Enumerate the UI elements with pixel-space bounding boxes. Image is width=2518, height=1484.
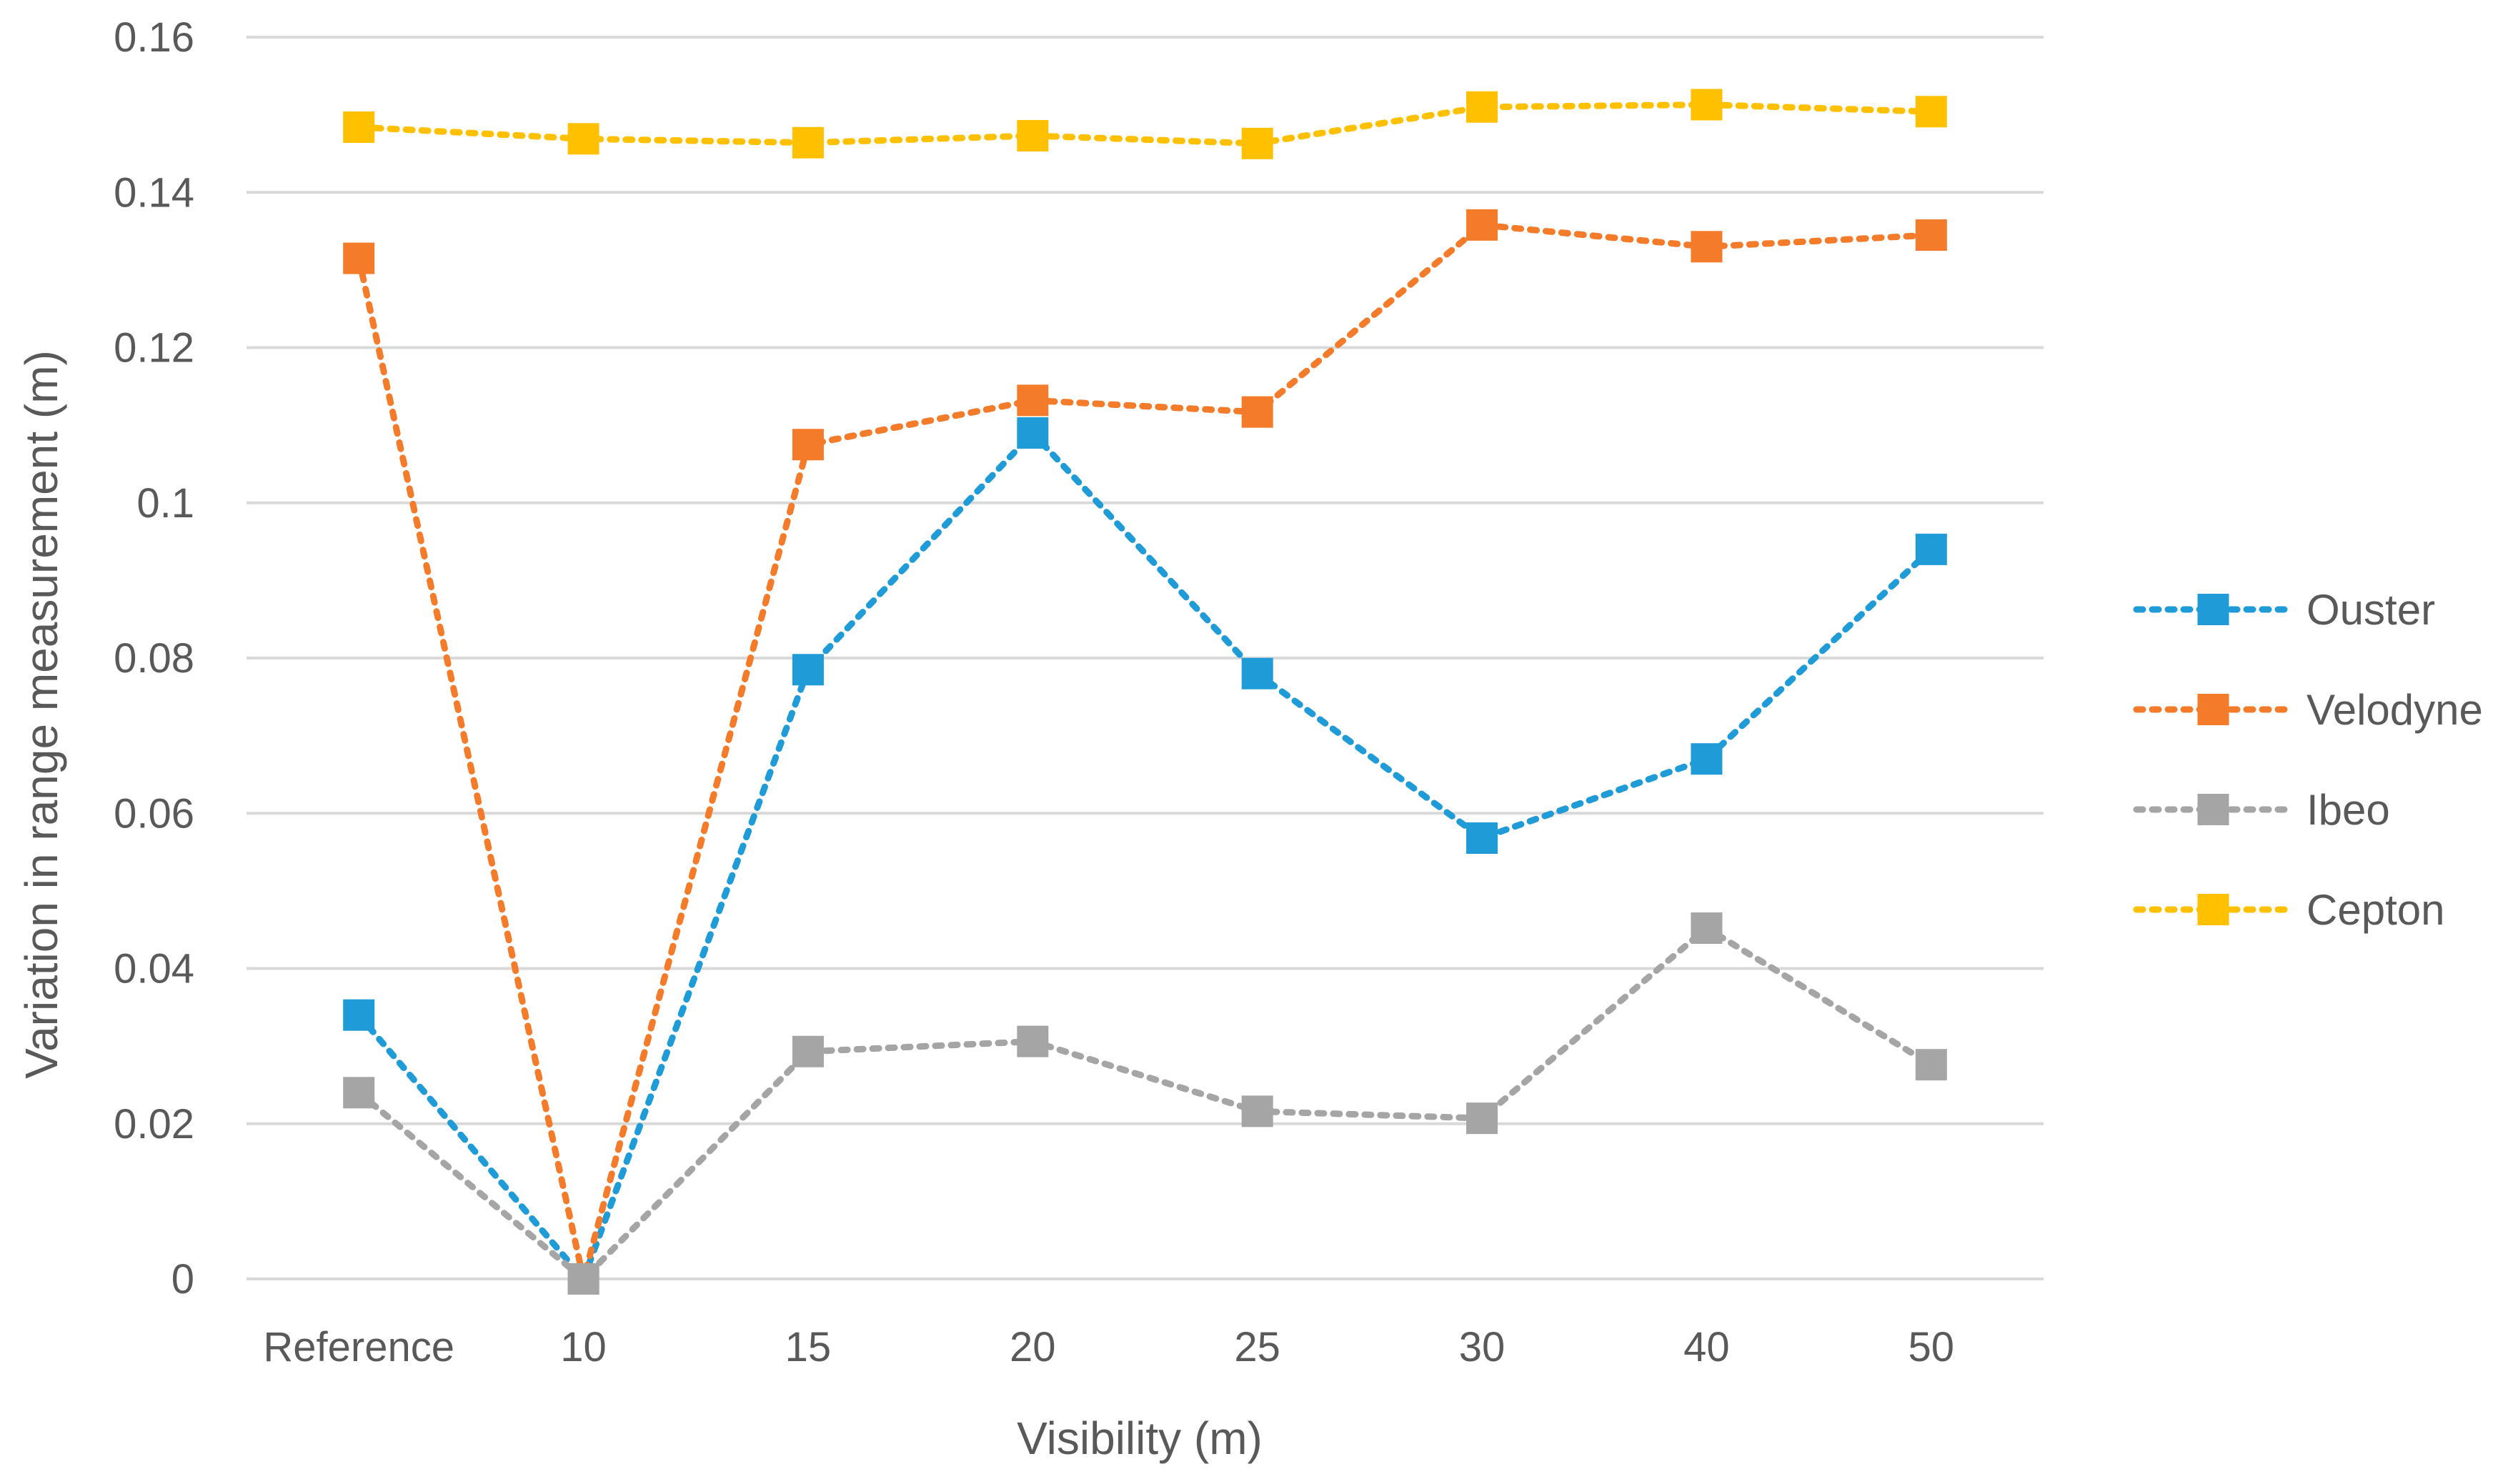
legend-label: Ibeo xyxy=(2306,786,2390,834)
x-axis-title: Visibility (m) xyxy=(1017,1413,1263,1464)
legend-marker xyxy=(2197,794,2229,825)
data-point-velodyne xyxy=(1466,209,1498,241)
legend: Ouster Velodyne Ibeo Cepton xyxy=(2133,586,2483,934)
data-point-ouster xyxy=(1017,417,1049,449)
x-tick-label: 40 xyxy=(1683,1324,1730,1370)
data-point-ibeo xyxy=(1241,1095,1273,1127)
legend-item-ibeo: Ibeo xyxy=(2133,786,2390,834)
legend-item-velodyne: Velodyne xyxy=(2133,686,2483,734)
data-point-cepton xyxy=(343,111,375,144)
data-point-ouster xyxy=(1915,533,1947,565)
y-tick-label: 0.04 xyxy=(114,946,194,992)
data-point-cepton xyxy=(792,126,824,159)
data-point-ouster xyxy=(792,654,824,686)
y-tick-label: 0.12 xyxy=(114,325,194,372)
y-tick-label: 0.08 xyxy=(114,635,194,682)
series-ouster xyxy=(343,417,1947,1295)
y-tick-label: 0.1 xyxy=(136,480,194,527)
data-point-ibeo xyxy=(1466,1102,1498,1135)
legend-marker xyxy=(2197,694,2229,725)
y-tick-label: 0.16 xyxy=(114,14,194,61)
data-point-velodyne xyxy=(1017,384,1049,417)
series-line-ibeo xyxy=(355,924,1935,1284)
x-tick-label: 50 xyxy=(1909,1324,1955,1370)
data-point-velodyne xyxy=(792,429,824,461)
data-point-ibeo xyxy=(567,1263,599,1295)
y-tick-label: 0.14 xyxy=(114,169,194,216)
data-point-velodyne xyxy=(343,242,375,274)
data-point-ibeo xyxy=(343,1077,375,1109)
data-point-velodyne xyxy=(1241,396,1273,428)
data-point-cepton xyxy=(1915,96,1947,128)
x-tick-label: 15 xyxy=(785,1324,832,1370)
data-point-ibeo xyxy=(792,1035,824,1067)
legend-item-cepton: Cepton xyxy=(2133,886,2444,934)
legend-marker xyxy=(2197,594,2229,625)
x-tick-label: 25 xyxy=(1234,1324,1280,1370)
data-point-cepton xyxy=(1466,91,1498,123)
y-tick-label: 0.06 xyxy=(114,790,194,837)
legend-label: Velodyne xyxy=(2306,686,2483,734)
legend-marker xyxy=(2197,894,2229,925)
data-point-cepton xyxy=(1017,119,1049,151)
y-tick-label: 0 xyxy=(171,1256,194,1303)
legend-item-ouster: Ouster xyxy=(2133,586,2435,634)
x-tick-label: 30 xyxy=(1459,1324,1506,1370)
data-point-cepton xyxy=(1691,89,1723,121)
series-group xyxy=(343,89,1947,1295)
data-point-ouster xyxy=(343,999,375,1031)
x-tick-label: 10 xyxy=(560,1324,607,1370)
data-point-velodyne xyxy=(1915,219,1947,251)
x-axis-tick-labels: Reference 10 15 20 25 30 40 50 xyxy=(263,1324,1954,1370)
data-point-cepton xyxy=(567,123,599,155)
series-cepton xyxy=(343,89,1947,159)
y-axis-title: Variation in range measurement (m) xyxy=(16,350,67,1079)
data-point-ibeo xyxy=(1691,912,1723,945)
data-point-velodyne xyxy=(1691,231,1723,263)
y-axis-tick-labels: 0 0.02 0.04 0.06 0.08 0.1 0.12 0.14 0.16 xyxy=(114,14,194,1303)
data-point-ibeo xyxy=(1017,1025,1049,1057)
series-line-velodyne xyxy=(355,221,1935,1280)
y-tick-label: 0.02 xyxy=(114,1101,194,1147)
data-point-ouster xyxy=(1241,657,1273,689)
series-ibeo xyxy=(343,912,1947,1295)
gridlines xyxy=(247,36,2044,1280)
legend-label: Cepton xyxy=(2306,886,2444,934)
x-tick-label: Reference xyxy=(263,1324,454,1370)
data-point-ibeo xyxy=(1915,1049,1947,1081)
series-line-ouster xyxy=(355,428,1935,1285)
x-tick-label: 20 xyxy=(1010,1324,1056,1370)
legend-label: Ouster xyxy=(2306,586,2435,634)
data-point-ouster xyxy=(1466,822,1498,855)
data-point-ouster xyxy=(1691,743,1723,775)
series-line-cepton xyxy=(355,101,1935,147)
data-point-cepton xyxy=(1241,127,1273,159)
